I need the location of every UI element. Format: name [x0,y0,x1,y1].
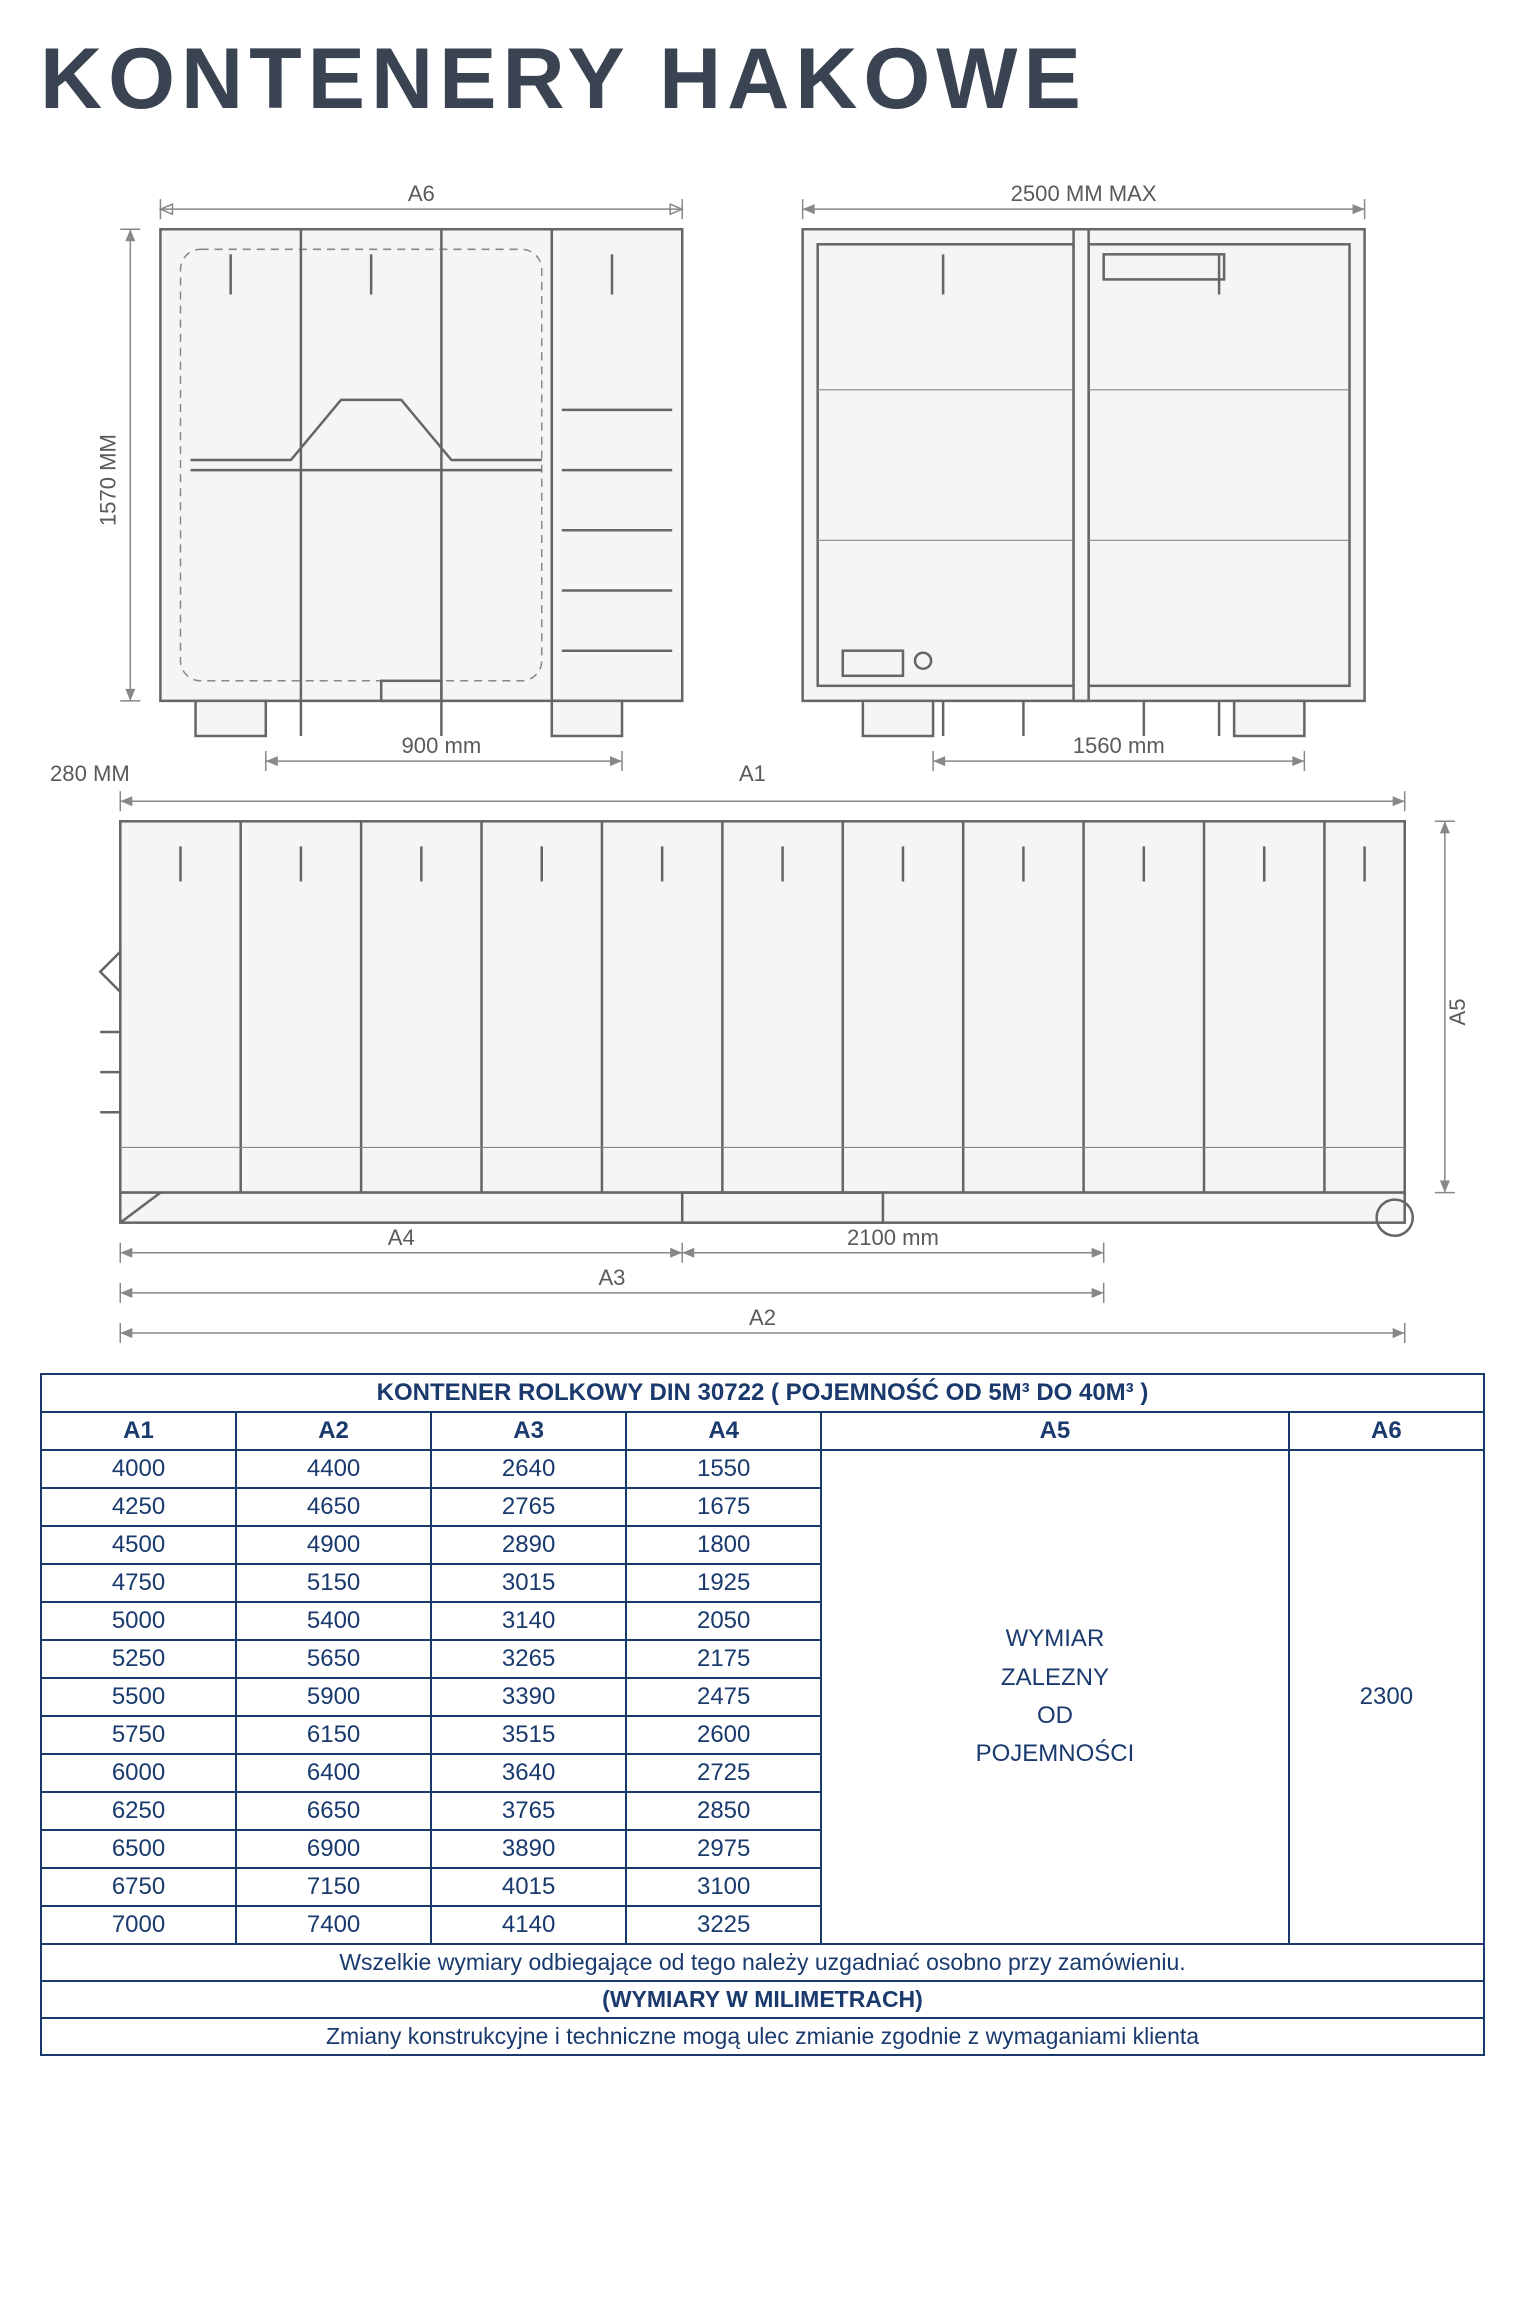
table-cell: 3765 [431,1792,626,1830]
table-cell: 3640 [431,1754,626,1792]
col-a1: A1 [41,1412,236,1450]
table-footer-3: Zmiany konstrukcyjne i techniczne mogą u… [41,2018,1484,2055]
svg-text:A2: A2 [749,1305,776,1330]
dim-a6: A6 [160,181,682,219]
table-footer-2: (WYMIARY W MILIMETRACH) [41,1981,1484,2018]
table-cell: 2765 [431,1488,626,1526]
table-cell: 2050 [626,1602,821,1640]
col-a3: A3 [431,1412,626,1450]
dim-a1 [120,791,1404,811]
table-cell: 3225 [626,1906,821,1944]
svg-text:2100 mm: 2100 mm [847,1225,939,1250]
table-cell: 1800 [626,1526,821,1564]
svg-text:A5: A5 [1445,998,1470,1025]
table-cell: 1925 [626,1564,821,1602]
rear-view [803,229,1365,736]
side-view [100,821,1413,1235]
dim-280: 280 MM [50,761,130,786]
table-cell: 2725 [626,1754,821,1792]
table-cell: 6900 [236,1830,431,1868]
table-row: 4000440026401550WYMIARZALEZNYODPOJEMNOŚC… [41,1450,1484,1488]
table-cell: 4000 [41,1450,236,1488]
table-cell: 2475 [626,1678,821,1716]
svg-text:1560 mm: 1560 mm [1073,733,1165,758]
table-cell: 3015 [431,1564,626,1602]
table-title-row: KONTENER ROLKOWY DIN 30722 ( POJEMNOŚĆ O… [41,1374,1484,1412]
table-cell: 5150 [236,1564,431,1602]
dim-1570: 1570 MM [95,229,140,701]
table-cell: 3515 [431,1716,626,1754]
table-cell: 4140 [431,1906,626,1944]
table-cell: 4400 [236,1450,431,1488]
table-cell: 1550 [626,1450,821,1488]
dim-a5: A5 [1435,821,1470,1192]
table-cell: 5250 [41,1640,236,1678]
table-cell: 4250 [41,1488,236,1526]
dim-1560: 1560 mm [933,733,1304,771]
table-title: KONTENER ROLKOWY DIN 30722 ( POJEMNOŚĆ O… [41,1374,1484,1412]
table-cell: 6150 [236,1716,431,1754]
table-cell: 2175 [626,1640,821,1678]
table-cell: 5400 [236,1602,431,1640]
cell-a5: WYMIARZALEZNYODPOJEMNOŚCI [821,1450,1289,1944]
table-cell: 3265 [431,1640,626,1678]
table-cell: 2890 [431,1526,626,1564]
col-a6: A6 [1289,1412,1484,1450]
dim-2500: 2500 MM MAX [803,181,1365,219]
table-cell: 3390 [431,1678,626,1716]
table-cell: 7400 [236,1906,431,1944]
table-cell: 3890 [431,1830,626,1868]
table-cell: 4650 [236,1488,431,1526]
table-cell: 5650 [236,1640,431,1678]
table-cell: 6750 [41,1868,236,1906]
spec-table: KONTENER ROLKOWY DIN 30722 ( POJEMNOŚĆ O… [40,1373,1485,2056]
table-cell: 5900 [236,1678,431,1716]
dim-900: 900 mm [266,733,622,771]
table-cell: 7000 [41,1906,236,1944]
table-cell: 6250 [41,1792,236,1830]
svg-text:A3: A3 [598,1265,625,1290]
table-cell: 4015 [431,1868,626,1906]
table-footer-1: Wszelkie wymiary odbiegające od tego nal… [41,1944,1484,1981]
table-cell: 5000 [41,1602,236,1640]
page-title: KONTENERY HAKOWE [40,30,1485,129]
dim-a1-label: A1 [739,761,766,786]
table-cell: 2600 [626,1716,821,1754]
svg-text:900 mm: 900 mm [402,733,482,758]
table-cell: 5500 [41,1678,236,1716]
table-cell: 7150 [236,1868,431,1906]
dim-a4-2100: A4 2100 mm [120,1225,1103,1263]
table-cell: 5750 [41,1716,236,1754]
col-a2: A2 [236,1412,431,1450]
col-a5: A5 [821,1412,1289,1450]
table-cell: 1675 [626,1488,821,1526]
svg-text:2500 MM MAX: 2500 MM MAX [1011,181,1157,206]
dim-a3: A3 [120,1265,1103,1303]
table-cell: 6000 [41,1754,236,1792]
table-cell: 2850 [626,1792,821,1830]
table-cell: 2975 [626,1830,821,1868]
technical-drawing: A6 1570 MM [40,159,1485,1343]
table-cell: 6650 [236,1792,431,1830]
svg-text:A6: A6 [408,181,435,206]
svg-text:A4: A4 [388,1225,415,1250]
table-cell: 4500 [41,1526,236,1564]
table-cell: 6500 [41,1830,236,1868]
table-cell: 6400 [236,1754,431,1792]
table-cell: 2640 [431,1450,626,1488]
table-cell: 3100 [626,1868,821,1906]
svg-text:1570 MM: 1570 MM [95,434,120,526]
table-cell: 3140 [431,1602,626,1640]
front-view [160,229,682,736]
col-a4: A4 [626,1412,821,1450]
cell-a6: 2300 [1289,1450,1484,1944]
dim-a2: A2 [120,1305,1404,1343]
table-cell: 4750 [41,1564,236,1602]
table-cell: 4900 [236,1526,431,1564]
table-header-row: A1 A2 A3 A4 A5 A6 [41,1412,1484,1450]
